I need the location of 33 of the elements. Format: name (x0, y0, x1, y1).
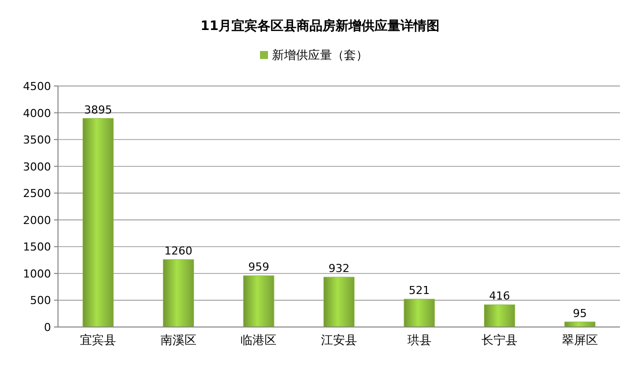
bar (484, 304, 516, 328)
data-label: 521 (408, 284, 430, 298)
data-label: 932 (328, 262, 350, 276)
x-tick-label: 宜宾县 (80, 333, 116, 347)
y-tick-label: 500 (30, 294, 51, 308)
chart-title: 11月宜宾各区县商品房新增供应量详情图 (200, 18, 440, 34)
data-label: 3895 (84, 103, 112, 116)
legend-label: 新增供应量（套） (272, 48, 368, 62)
y-tick-label: 4500 (23, 80, 51, 93)
y-tick-label: 2500 (23, 187, 51, 200)
data-label: 1260 (164, 244, 192, 258)
bar (323, 276, 355, 328)
y-tick-label: 3000 (23, 160, 51, 174)
x-tick-label: 珙县 (407, 333, 432, 347)
y-tick-label: 4000 (23, 106, 51, 120)
bar (564, 322, 596, 328)
bar (243, 275, 274, 328)
x-tick-label: 翠屏区 (562, 333, 598, 347)
y-tick-label: 0 (44, 321, 51, 334)
bar (82, 118, 114, 328)
x-tick-label: 长宁县 (482, 333, 518, 347)
y-tick-label: 3500 (23, 134, 51, 147)
x-tick-label: 南溪区 (160, 333, 196, 347)
data-label: 416 (489, 290, 510, 303)
bar (404, 298, 435, 328)
data-label: 95 (572, 306, 587, 320)
y-tick-label: 2000 (23, 214, 51, 227)
y-tick-label: 1500 (23, 240, 51, 254)
x-tick-label: 临港区 (240, 333, 277, 347)
bar (162, 259, 194, 328)
x-tick-label: 江安县 (321, 333, 357, 347)
data-label: 959 (248, 260, 270, 274)
y-tick-label: 1000 (23, 267, 51, 280)
